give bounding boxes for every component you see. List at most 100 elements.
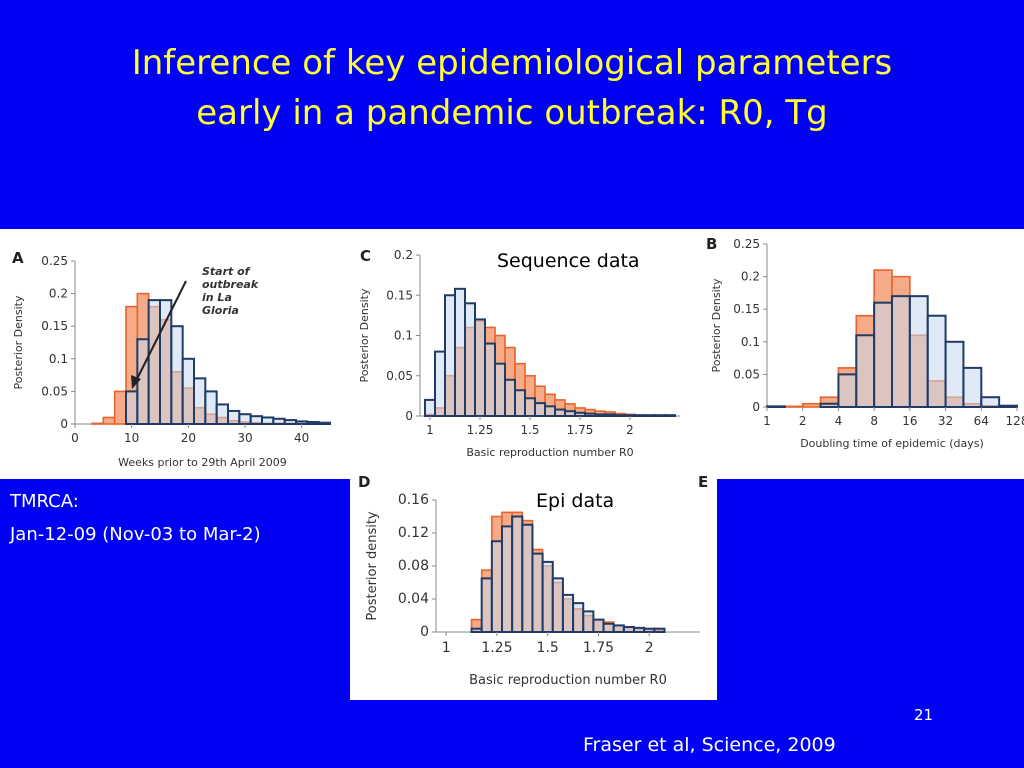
histogram-bar-blue xyxy=(238,413,252,426)
y-tick-label: 0.1 xyxy=(741,335,760,349)
x-axis-label: Basic reproduction number R0 xyxy=(469,673,667,688)
y-tick-label: 0.2 xyxy=(394,248,413,262)
x-axis-label: Doubling time of epidemic (days) xyxy=(800,437,984,450)
citation: Fraser et al, Science, 2009 xyxy=(583,734,836,756)
x-tick-label: 128 xyxy=(1006,414,1024,428)
histogram-bar-blue xyxy=(490,540,504,633)
histogram-bar-blue xyxy=(306,421,320,426)
histogram-bar-orange xyxy=(91,422,105,425)
annotation-text: outbreak xyxy=(202,278,259,291)
chart-panel-c: C 0 0.05 0.1 0.15 0.2 1 1.25 1.5 1.75 2 Basic repro… xyxy=(358,247,680,459)
y-tick-label: 0.25 xyxy=(41,254,68,268)
histogram-bar-blue xyxy=(766,405,786,409)
x-tick-label: 1.25 xyxy=(467,423,494,437)
histogram-bar-blue xyxy=(554,408,566,417)
x-tick-label: 1 xyxy=(763,414,771,428)
histogram-bar-blue xyxy=(819,402,840,409)
y-tick-label: 0.15 xyxy=(733,302,760,316)
histogram-bar-blue xyxy=(653,627,666,633)
x-tick-label: 2 xyxy=(645,640,654,656)
x-tick-label: 1.25 xyxy=(481,640,512,656)
histogram-bar-blue xyxy=(283,419,297,425)
histogram-bar-blue xyxy=(574,411,586,417)
y-tick-label: 0.1 xyxy=(394,329,413,343)
chart-panel-a: A 0 0.05 0.1 0.15 0.2 0.25 0 10 20 30 40 Weeks prior… xyxy=(12,249,331,469)
histogram-bar-blue xyxy=(624,414,636,418)
y-tick-label: 0 xyxy=(60,417,68,431)
histogram-bar-blue xyxy=(193,377,207,425)
histogram-bar-blue xyxy=(170,325,184,425)
y-tick-label: 0.2 xyxy=(49,287,68,301)
chart-panel-b: B 0 0.05 0.1 0.15 0.2 0.25 1 2 4 8 16 32 64 128 Doublin… xyxy=(706,235,1024,450)
histogram-bar-blue xyxy=(531,552,544,633)
histogram-bar-blue xyxy=(908,295,929,408)
x-tick-label: 1.75 xyxy=(567,423,594,437)
histogram-bar-blue xyxy=(612,624,625,633)
histogram-bar-blue xyxy=(582,610,595,633)
y-tick-label: 0.15 xyxy=(41,319,68,333)
histogram-bar-blue xyxy=(159,299,173,425)
histogram-bar-orange xyxy=(801,402,822,408)
histogram-bar-blue xyxy=(524,397,536,417)
annotation-text: Start of xyxy=(202,265,251,278)
x-tick-label: 0 xyxy=(71,431,79,445)
x-tick-label: 40 xyxy=(294,431,309,445)
x-tick-label: 1.5 xyxy=(537,640,559,656)
y-tick-label: 0 xyxy=(752,400,760,414)
histogram-bar-blue xyxy=(261,416,275,425)
histogram-bar-blue xyxy=(980,396,1001,409)
x-tick-label: 16 xyxy=(902,414,917,428)
slide-title-line2: early in a pandemic outbreak: R0, Tg xyxy=(196,93,828,133)
histogram-bar-blue xyxy=(295,420,309,425)
x-tick-label: 2 xyxy=(799,414,807,428)
histogram-bar-blue xyxy=(594,413,606,417)
x-tick-label: 30 xyxy=(237,431,252,445)
y-tick-label: 0.16 xyxy=(398,492,429,508)
epi-data-label: Epi data xyxy=(536,490,615,512)
y-tick-label: 0.25 xyxy=(733,237,760,251)
histogram-bar-blue xyxy=(926,314,947,408)
y-tick-label: 0.15 xyxy=(386,288,413,302)
x-tick-label: 20 xyxy=(181,431,196,445)
tmrca-value: Jan-12-09 (Nov-03 to Mar-2) xyxy=(10,524,261,545)
histogram-bar-blue xyxy=(944,340,965,408)
y-tick-label: 0 xyxy=(420,624,429,640)
histogram-bar-blue xyxy=(654,414,666,418)
histogram-bar-blue xyxy=(837,373,858,408)
x-tick-label: 4 xyxy=(835,414,843,428)
histogram-bar-blue xyxy=(534,402,546,417)
histogram-bar-blue xyxy=(147,299,162,425)
histogram-bar-blue xyxy=(227,409,241,426)
histogram-bar-blue xyxy=(181,357,196,425)
histogram-bar-blue xyxy=(484,342,496,417)
histogram-bar-orange xyxy=(784,405,804,408)
slide-title-line1: Inference of key epidemiological paramet… xyxy=(131,43,893,83)
panel-letter-e: E xyxy=(698,473,708,491)
histogram-bar-blue xyxy=(622,626,636,634)
histogram-bar-blue xyxy=(215,403,230,426)
histogram-bar-blue xyxy=(634,414,646,418)
histogram-bar-blue xyxy=(604,413,616,417)
histogram-bar-blue xyxy=(544,405,556,417)
x-tick-label: 64 xyxy=(974,414,989,428)
histogram-bar-blue xyxy=(511,515,524,633)
y-axis-label: Posterior Density xyxy=(358,288,371,382)
y-tick-label: 0.05 xyxy=(386,369,413,383)
histogram-bar-blue xyxy=(249,415,264,425)
histogram-bar-blue xyxy=(855,334,876,408)
histogram-bar-blue xyxy=(643,627,656,633)
histogram-bar-blue xyxy=(501,525,514,633)
histogram-bar-blue xyxy=(564,410,576,417)
histogram-bar-blue xyxy=(317,421,331,425)
x-tick-label: 2 xyxy=(626,423,634,437)
x-tick-label: 1 xyxy=(442,640,451,656)
histogram-bar-orange xyxy=(102,416,116,425)
x-axis-label: Basic reproduction number R0 xyxy=(466,446,633,459)
y-tick-label: 0.08 xyxy=(398,558,429,574)
histogram-bar-blue xyxy=(504,378,516,417)
histogram-bar-blue xyxy=(664,414,676,418)
histogram-bar-blue xyxy=(602,622,615,633)
histogram-bar-blue xyxy=(873,301,893,408)
histogram-bar-blue xyxy=(125,390,139,425)
slide-title: Inference of key epidemiological paramet… xyxy=(0,38,1024,138)
